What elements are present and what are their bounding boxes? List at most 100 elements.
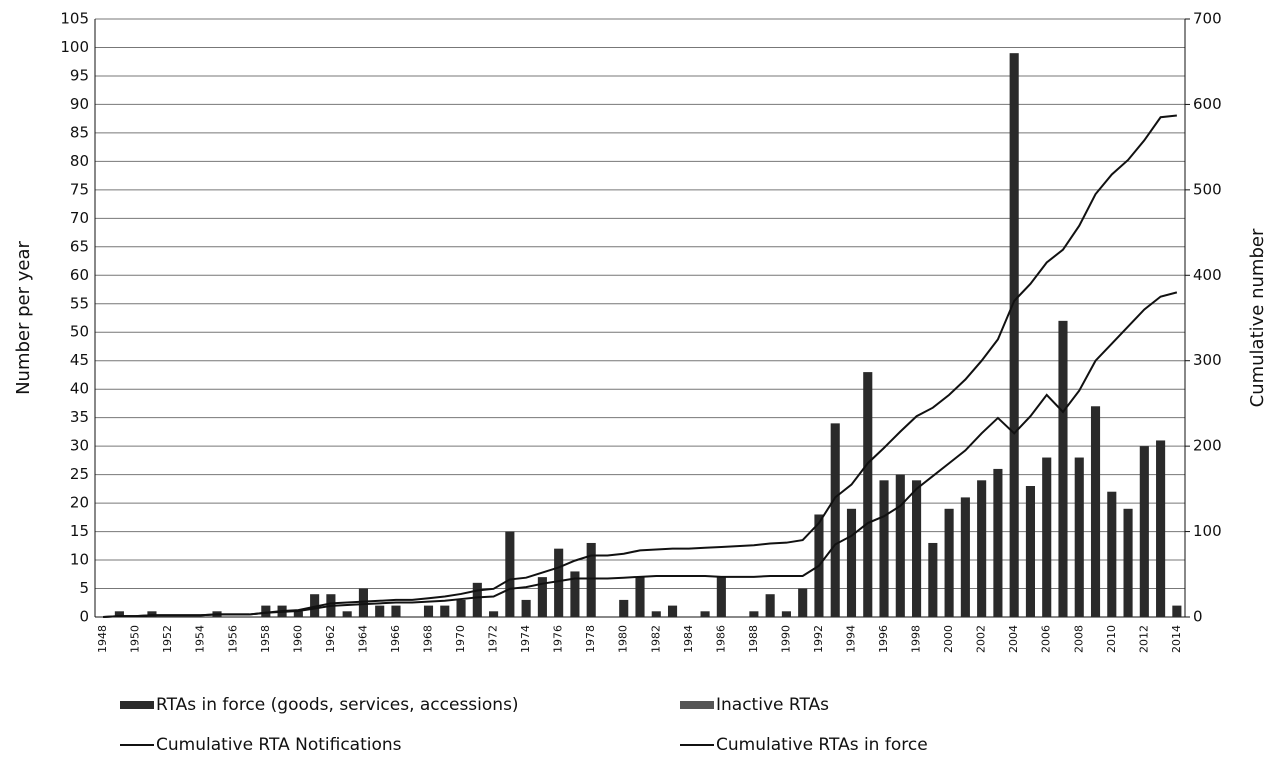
x-tick-label: 1998: [910, 625, 923, 653]
x-tick-label: 1994: [844, 625, 857, 653]
legend-label: Cumulative RTA Notifications: [156, 735, 402, 755]
x-tick-label: 2002: [975, 625, 988, 653]
x-tick-label: 2012: [1137, 625, 1150, 653]
bar: [456, 599, 466, 617]
bar: [651, 611, 661, 617]
bar: [960, 497, 970, 617]
bar: [1156, 440, 1166, 617]
y-tick-label: 20: [70, 494, 89, 512]
y-tick-label: 10: [70, 551, 89, 569]
bar: [1009, 53, 1019, 617]
x-tick-label: 1962: [324, 625, 337, 653]
x-tick-label: 1990: [779, 625, 792, 653]
bar: [505, 531, 515, 617]
bar: [635, 577, 645, 617]
bar: [537, 577, 547, 617]
line: [103, 291, 1178, 618]
bar: [928, 542, 938, 617]
x-tick-label: 1950: [129, 625, 142, 653]
x-tick-label: 2014: [1170, 625, 1183, 653]
bar: [147, 611, 157, 617]
x-tick-label: 1996: [877, 625, 890, 653]
x-tick-label: 1954: [194, 625, 207, 653]
y-axis-label: Number per year: [13, 240, 34, 394]
y-tick-label: 0: [79, 608, 89, 626]
y-tick-label: 45: [70, 351, 89, 369]
y-tick-label: 85: [70, 123, 89, 141]
x-tick-label: 1948: [96, 625, 109, 653]
y-tick-label: 70: [70, 209, 89, 227]
bar: [863, 372, 873, 617]
y2-tick-label: 300: [1193, 351, 1222, 369]
x-tick-label: 1974: [519, 625, 532, 653]
y-tick-label: 90: [70, 95, 89, 113]
x-tick-label: 1960: [291, 625, 304, 653]
y-tick-label: 30: [70, 437, 89, 455]
bar: [765, 594, 775, 617]
bar: [375, 605, 385, 617]
bar: [586, 542, 596, 617]
bar: [944, 508, 954, 617]
y2-axis-label: Cumulative number: [1247, 228, 1268, 407]
bar: [391, 605, 401, 617]
bar: [570, 571, 580, 617]
x-tick-label: 2000: [942, 625, 955, 653]
x-tick-label: 2008: [1072, 625, 1085, 653]
bar: [358, 588, 368, 617]
x-tick-label: 1978: [584, 625, 597, 653]
bar: [1042, 457, 1052, 617]
x-tick-label: 1968: [422, 625, 435, 653]
bar: [798, 588, 808, 617]
y-tick-label: 105: [60, 10, 89, 28]
bar: [879, 480, 889, 617]
bar: [993, 468, 1003, 617]
y2-tick-label: 500: [1193, 180, 1222, 198]
y-tick-label: 95: [70, 66, 89, 84]
bar: [1058, 320, 1068, 617]
x-tick-label: 1964: [356, 625, 369, 653]
bar: [440, 605, 450, 617]
x-tick-label: 1980: [617, 625, 630, 653]
legend-swatch: [120, 701, 154, 709]
bar: [1025, 486, 1036, 617]
bar: [749, 611, 759, 617]
y2-tick-label: 0: [1193, 608, 1203, 626]
y2-tick-label: 400: [1193, 266, 1222, 284]
bar: [472, 582, 482, 617]
x-tick-label: 2010: [1105, 625, 1118, 653]
y-tick-label: 40: [70, 380, 89, 398]
y-tick-label: 100: [60, 38, 89, 56]
x-tick-label: 1988: [747, 625, 760, 653]
legend-label: Cumulative RTAs in force: [716, 735, 928, 755]
bar: [977, 480, 987, 617]
y-tick-label: 50: [70, 323, 89, 341]
bar: [489, 611, 499, 617]
bar: [846, 508, 857, 617]
bar: [114, 611, 124, 617]
legend-label: RTAs in force (goods, services, accessio…: [156, 695, 519, 715]
y2-tick-label: 200: [1193, 437, 1222, 455]
bar: [619, 599, 629, 617]
bar: [781, 611, 791, 617]
y-tick-label: 5: [79, 579, 89, 597]
x-tick-label: 1984: [682, 625, 695, 653]
y-tick-label: 35: [70, 408, 89, 426]
y-tick-label: 80: [70, 152, 89, 170]
bar: [1090, 406, 1101, 617]
bar: [293, 611, 303, 617]
bar: [1139, 446, 1149, 617]
x-tick-label: 1992: [812, 625, 825, 653]
bar: [342, 611, 352, 617]
bar: [1107, 491, 1117, 617]
bar: [423, 605, 434, 617]
bar: [700, 611, 710, 617]
x-tick-label: 1970: [454, 625, 467, 653]
x-tick-label: 1958: [259, 625, 272, 653]
legend-swatch: [680, 701, 714, 709]
bar: [830, 423, 840, 617]
x-tick-label: 1972: [487, 625, 500, 653]
bar: [554, 548, 564, 617]
y-tick-label: 55: [70, 294, 89, 312]
y-tick-label: 75: [70, 180, 89, 198]
